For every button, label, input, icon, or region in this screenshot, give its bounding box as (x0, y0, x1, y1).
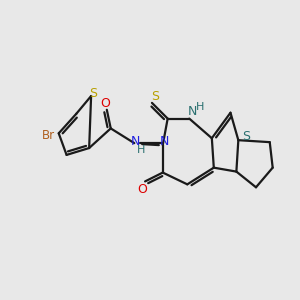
Text: N: N (160, 135, 169, 148)
Text: N: N (130, 135, 140, 148)
Text: H: H (137, 145, 146, 155)
Text: O: O (100, 98, 110, 110)
Text: N: N (188, 105, 197, 118)
Text: S: S (89, 87, 97, 100)
Text: S: S (242, 130, 250, 143)
Text: Br: Br (42, 129, 56, 142)
Text: O: O (137, 183, 147, 196)
Text: H: H (196, 102, 204, 112)
Text: S: S (151, 89, 159, 103)
